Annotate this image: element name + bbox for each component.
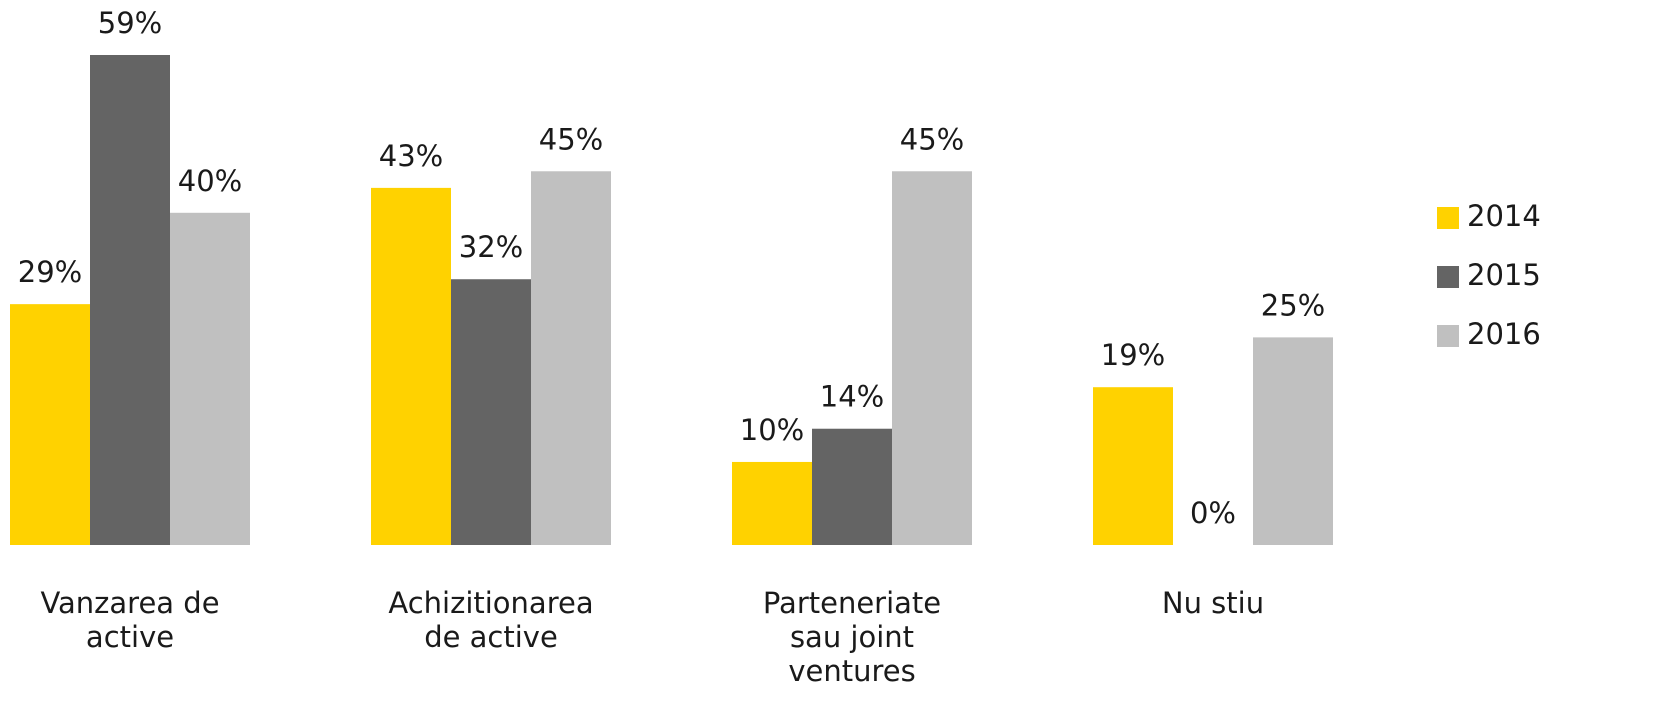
x-tick-label: Parteneriate sau joint ventures (763, 586, 941, 688)
data-label: 19% (1101, 338, 1165, 372)
bar (1253, 337, 1333, 545)
bar (90, 55, 170, 545)
data-label: 40% (178, 164, 242, 198)
data-label: 45% (539, 122, 603, 156)
x-tick-label-line: sau joint (790, 620, 914, 654)
data-label: 43% (379, 139, 443, 173)
legend-label: 2015 (1467, 258, 1541, 292)
x-tick-label-line: de active (424, 620, 558, 654)
x-tick-label: Vanzarea de active (40, 586, 219, 654)
bar (732, 461, 812, 545)
bar (812, 428, 892, 545)
x-tick-label-line: Vanzarea de (40, 586, 219, 620)
bar (170, 212, 250, 545)
legend-label: 2016 (1467, 317, 1541, 351)
bar (371, 187, 451, 546)
x-tick-label-line: active (86, 620, 174, 654)
legend-swatch (1437, 207, 1459, 229)
data-label: 29% (18, 255, 82, 289)
data-label: 59% (98, 6, 162, 40)
legend-label: 2014 (1467, 199, 1541, 233)
data-label: 10% (740, 413, 804, 447)
bar (451, 279, 531, 545)
bar (10, 304, 90, 545)
data-label: 14% (820, 380, 884, 414)
x-tick-label: Nu stiu (1162, 586, 1264, 620)
data-label: 32% (459, 230, 523, 264)
x-tick-label-line: Achizitionarea (388, 586, 593, 620)
x-tick-label-line: Parteneriate (763, 586, 941, 620)
x-tick-label-line: ventures (788, 654, 915, 688)
bar (892, 171, 972, 545)
legend-swatch (1437, 325, 1459, 347)
bar (1093, 387, 1173, 545)
data-label: 45% (900, 122, 964, 156)
x-tick-label: Achizitionarea de active (388, 586, 593, 654)
data-label: 25% (1261, 288, 1325, 322)
bar (531, 171, 611, 545)
data-label: 0% (1190, 496, 1236, 530)
x-tick-label-line: Nu stiu (1162, 586, 1264, 620)
legend-swatch (1437, 266, 1459, 288)
